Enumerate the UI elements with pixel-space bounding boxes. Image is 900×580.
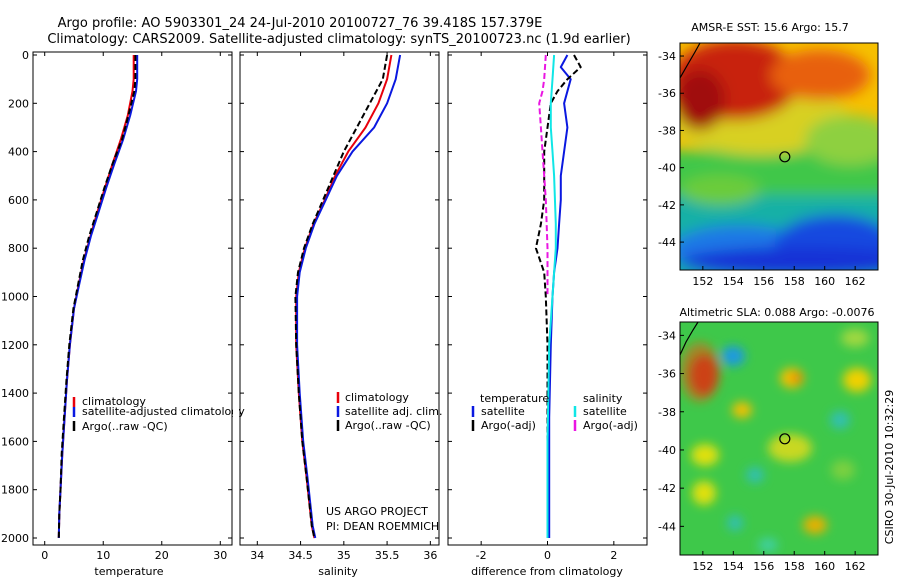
sst-map-panel: AMSR-E SST: 15.6 Argo: 15.7 [658,21,879,288]
temperature-xlabel: temperature [94,565,163,578]
sla-argo-location-marker [779,433,791,445]
y-tick-label: 400 [8,146,29,159]
y-tick-label: 1400 [1,387,29,400]
x-tick-label: 36 [423,549,437,562]
temperature-panel: 0 10 20 30 0 200 400 600 800 1000 1200 1400 1600 1800… [1,49,245,578]
map-y-tick-label: -44 [658,236,676,249]
map-y-tick-label: -34 [658,50,676,63]
legend-label-climatology: climatology [82,395,146,408]
y-tick-label: 600 [8,194,29,207]
map-x-tick-label: 156 [753,275,774,288]
sla-map-title: Altimetric SLA: 0.088 Argo: -0.0076 [680,306,875,319]
map-x-tick-label: 160 [814,275,835,288]
map-y-tick-label: -44 [658,520,676,533]
x-tick-label: 2 [610,549,617,562]
sst-argo-location-marker [779,151,791,163]
legend-label-argo: Argo(..raw -QC) [82,420,168,433]
legend-label-argo: Argo(..raw -QC) [345,419,431,432]
map-x-tick-label: 156 [753,560,774,573]
map-x-tick-label: 162 [845,275,866,288]
map-x-tick-label: 152 [692,275,713,288]
sst-map-title: AMSR-E SST: 15.6 Argo: 15.7 [691,21,849,34]
series-line-satellite-adj-clim [296,54,402,539]
y-tick-label: 0 [22,49,29,62]
series-line-temperature-satellite [548,54,572,538]
map-y-tick-label: -40 [658,162,676,175]
sla-map-panel: Altimetric SLA: 0.088 Argo: -0.0076 [658,306,879,573]
temperature-legend: climatology satellite-adjusted climatolo… [72,395,245,433]
map-y-tick-label: -38 [658,124,676,137]
x-tick-label: 0 [41,549,48,562]
legend-title-salinity: salinity [583,392,623,405]
salinity-panel: 34 34.5 35 35.5 36 salinity climatology sate… [239,51,442,578]
credit-pi: PI: DEAN ROEMMICH [326,520,439,533]
credit-project: US ARGO PROJECT [326,505,428,518]
salinity-xlabel: salinity [318,565,358,578]
temperature-axes-frame [32,51,233,546]
x-tick-label: 30 [213,549,227,562]
series-line-climatology [57,55,135,539]
legend-clip-strip [233,395,239,435]
legend-title-temperature: temperature [480,392,549,405]
y-tick-label: 1200 [1,339,29,352]
map-y-tick-label: -36 [658,368,676,381]
sst-heatmap [680,43,878,270]
y-tick-label: 1600 [1,435,29,448]
y-tick-label: 800 [8,242,29,255]
y-tick-label: 1800 [1,484,29,497]
csiro-stamp: CSIRO 30-Jul-2010 10:32:29 [883,390,896,544]
map-x-tick-label: 154 [723,560,744,573]
series-line-salinity-argo-adj [538,54,549,297]
x-tick-label: 35 [337,549,351,562]
map-y-tick-label: -42 [658,482,676,495]
map-x-tick-label: 152 [692,560,713,573]
map-y-tick-label: -34 [658,329,676,342]
map-y-tick-label: -38 [658,406,676,419]
series-line-argo-raw-qc [294,54,389,539]
series-line-temperature-argo-adj [534,54,582,538]
legend-label-temp-argo: Argo(-adj) [481,419,536,432]
map-y-tick-label: -42 [658,199,676,212]
legend-label-sal-argo: Argo(-adj) [583,419,638,432]
difference-legend: temperature salinity satellite Argo(-adj… [471,392,638,432]
figure-title-line1: Argo profile: AO 5903301_24 24-Jul-2010 … [58,16,543,31]
y-tick-label: 1000 [1,291,29,304]
map-x-tick-label: 158 [784,275,805,288]
salinity-axes-frame [239,51,440,546]
legend-label-climatology: climatology [345,391,409,404]
map-x-tick-label: 154 [723,275,744,288]
series-line-argo-raw-qc [57,55,137,539]
map-x-tick-label: 160 [814,560,835,573]
map-x-tick-label: 162 [845,560,866,573]
sla-map-frame [679,321,879,556]
legend-label-temp-satellite: satellite [481,405,525,418]
map-y-tick-label: -40 [658,444,676,457]
sla-heatmap [680,322,878,555]
figure-title-line2: Climatology: CARS2009. Satellite-adjuste… [47,32,630,47]
map-x-tick-label: 158 [784,560,805,573]
map-y-tick-label: -36 [658,87,676,100]
y-tick-label: 200 [8,97,29,110]
difference-panel: -2 0 2 difference from climatology tempera… [447,51,648,578]
series-line-climatology [295,54,393,539]
x-tick-label: 0 [544,549,551,562]
x-tick-label: 34.5 [288,549,313,562]
x-tick-label: 20 [155,549,169,562]
legend-label-satellite-adjusted: satellite-adjusted climatology [82,405,245,418]
y-tick-label: 2000 [1,532,29,545]
legend-label-sal-satellite: satellite [583,405,627,418]
x-tick-label: 35.5 [375,549,400,562]
difference-xlabel: difference from climatology [471,565,623,578]
x-tick-label: -2 [476,549,487,562]
legend-label-satellite: satellite adj. clim. [345,405,442,418]
series-line-salinity-satellite [546,54,557,538]
x-tick-label: 34 [250,549,264,562]
salinity-legend: climatology satellite adj. clim. Argo(..… [336,391,442,432]
x-tick-label: 10 [96,549,110,562]
sst-map-frame [679,42,879,271]
